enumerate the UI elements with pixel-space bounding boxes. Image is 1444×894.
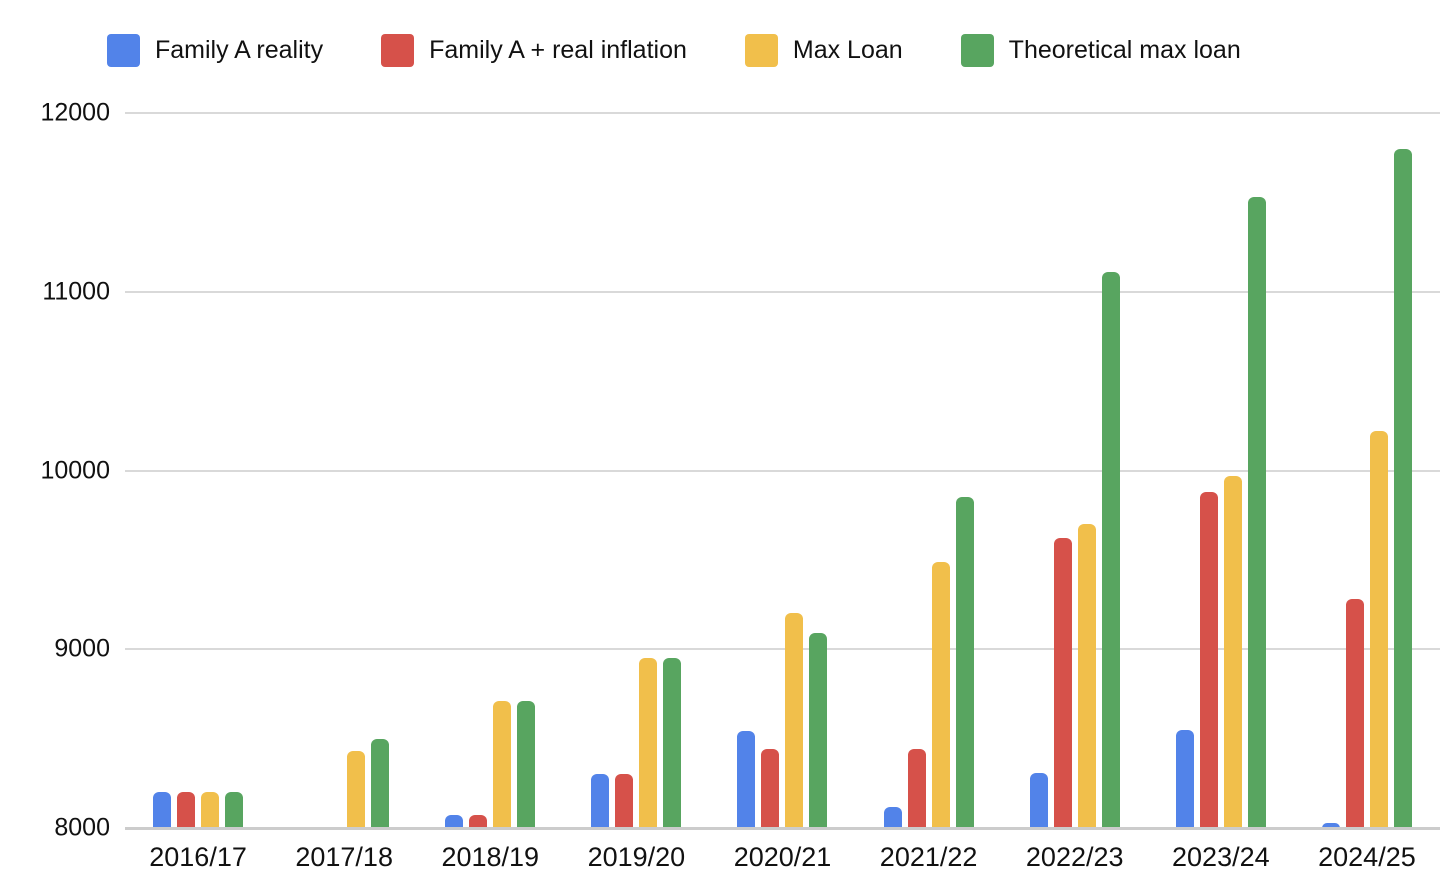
legend-swatch-max-loan-icon [744, 34, 778, 67]
y-tick-8000: 8000 [54, 813, 110, 842]
bar-max-loan-2019-20[interactable] [639, 658, 658, 828]
x-label-2016-17: 2016/17 [149, 842, 247, 872]
bar-max-loan-2021-22[interactable] [931, 562, 950, 828]
bar-theoretical-max-loan-2016-17[interactable] [225, 792, 244, 828]
bar-group-2018-19 [417, 113, 563, 828]
x-label-2022-23: 2022/23 [1025, 842, 1124, 872]
legend-label: Family A + real inflation [429, 36, 687, 64]
bar-theoretical-max-loan-2022-23[interactable] [1101, 272, 1120, 828]
bar-family-a-reality-2023-24[interactable] [1175, 730, 1194, 828]
bar-family-a-real-inflation-2020-21[interactable] [761, 749, 780, 828]
x-label-2018-19: 2018/19 [441, 842, 540, 872]
bar-group-2021-22 [856, 113, 1002, 828]
bar-theoretical-max-loan-2017-18[interactable] [371, 739, 390, 828]
x-axis-line [125, 827, 1440, 830]
bar-max-loan-2017-18[interactable] [347, 751, 366, 828]
y-tick-10000: 10000 [40, 456, 110, 484]
bar-theoretical-max-loan-2020-21[interactable] [809, 633, 828, 828]
bar-family-a-reality-2018-19[interactable] [445, 815, 464, 828]
bar-theoretical-max-loan-2018-19[interactable] [517, 701, 536, 828]
bar-max-loan-2016-17[interactable] [201, 792, 220, 828]
x-label-2021-22: 2021/22 [879, 842, 978, 872]
legend-label: Theoretical max loan [1008, 36, 1241, 64]
bar-family-a-real-inflation-2024-25[interactable] [1345, 599, 1364, 828]
gridline-11000 [125, 290, 1440, 293]
bar-theoretical-max-loan-2024-25[interactable] [1393, 149, 1412, 828]
y-tick-11000: 11000 [42, 277, 110, 306]
bar-max-loan-2022-23[interactable] [1077, 524, 1096, 828]
bar-family-a-reality-2022-23[interactable] [1029, 773, 1048, 828]
chart-legend: Family A reality Family A + real inflatio… [107, 34, 1241, 67]
bar-group-2024-25 [1294, 113, 1440, 828]
legend-label: Max Loan [792, 36, 903, 64]
bar-family-a-reality-2020-21[interactable] [737, 731, 756, 828]
legend-swatch-family-a-reality-icon [107, 34, 140, 67]
bar-family-a-reality-2019-20[interactable] [591, 774, 610, 828]
bar-group-2016-17 [125, 113, 271, 828]
bar-max-loan-2020-21[interactable] [785, 613, 804, 828]
bar-max-loan-2023-24[interactable] [1223, 476, 1242, 828]
bar-family-a-real-inflation-2018-19[interactable] [469, 815, 488, 828]
gridline-9000 [125, 648, 1440, 651]
gridline-12000 [125, 112, 1440, 114]
bar-family-a-real-inflation-2019-20[interactable] [615, 774, 634, 828]
y-tick-9000: 9000 [54, 634, 110, 663]
bar-family-a-reality-2024-25[interactable] [1321, 823, 1340, 828]
bar-family-a-real-inflation-2023-24[interactable] [1199, 492, 1218, 828]
bar-group-2019-20 [563, 113, 709, 828]
legend-item-max-loan[interactable]: Max Loan [744, 34, 903, 67]
gridline-10000 [125, 469, 1440, 472]
bar-group-2023-24 [1148, 113, 1294, 828]
bar-group-2022-23 [1002, 113, 1148, 828]
legend-item-family-a-real-inflation[interactable]: Family A + real inflation [381, 34, 687, 67]
legend-item-theoretical-max-loan[interactable]: Theoretical max loan [960, 34, 1241, 67]
x-label-2019-20: 2019/20 [587, 842, 686, 872]
bar-theoretical-max-loan-2021-22[interactable] [955, 497, 974, 828]
legend-swatch-family-a-real-inflation-icon [381, 34, 415, 67]
legend-label: Family A reality [155, 36, 324, 64]
x-label-2024-25: 2024/25 [1318, 842, 1416, 872]
bar-group-2017-18 [271, 113, 417, 828]
bar-family-a-real-inflation-2021-22[interactable] [907, 749, 926, 828]
plot-area [125, 112, 1440, 830]
bar-family-a-real-inflation-2016-17[interactable] [177, 792, 196, 828]
bar-family-a-reality-2016-17[interactable] [153, 792, 172, 828]
bar-max-loan-2024-25[interactable] [1369, 431, 1388, 828]
bar-max-loan-2018-19[interactable] [493, 701, 512, 828]
bar-theoretical-max-loan-2019-20[interactable] [663, 658, 682, 828]
x-label-2020-21: 2020/21 [733, 842, 832, 872]
bar-theoretical-max-loan-2023-24[interactable] [1247, 197, 1266, 828]
bars-layer [125, 113, 1440, 828]
y-axis: 8000 9000 10000 11000 12000 [0, 99, 110, 842]
legend-swatch-theoretical-max-loan-icon [960, 34, 994, 67]
x-label-2023-24: 2023/24 [1172, 842, 1270, 872]
x-label-2017-18: 2017/18 [295, 842, 393, 872]
y-tick-12000: 12000 [40, 98, 110, 127]
bar-family-a-real-inflation-2022-23[interactable] [1053, 538, 1072, 828]
bar-family-a-reality-2021-22[interactable] [883, 807, 902, 828]
x-axis: 2016/17 2017/18 2018/19 2019/20 2020/21 2021/… [125, 842, 1440, 873]
bar-group-2020-21 [709, 113, 855, 828]
legend-item-family-a-reality[interactable]: Family A reality [107, 34, 323, 67]
